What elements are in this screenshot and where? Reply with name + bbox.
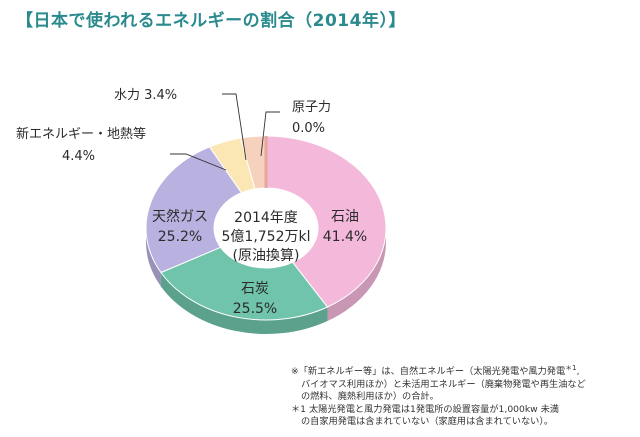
callout-line-shin bbox=[170, 153, 227, 171]
footnote-line-4: ＊1 太陽光発電と風力発電は1発電所の設置容量が1,000kw 未満 bbox=[291, 403, 559, 415]
label-suiryoku: 水力 3.4% bbox=[114, 88, 177, 103]
center-text-unit: (原油換算) bbox=[233, 248, 300, 264]
slice-coal bbox=[160, 246, 329, 321]
slice-label-oil-value: 41.4% bbox=[323, 229, 367, 245]
footnote-line-3: の燃料、廃熱利用ほか）の合計。 bbox=[301, 391, 439, 403]
donut-chart: 2014年度 5億1,752万kl (原油換算) 石油 41.4% 石炭 25.… bbox=[16, 88, 387, 334]
slice-side-oil bbox=[327, 228, 386, 322]
callout-line-genshi bbox=[260, 111, 280, 157]
callout-line-suiryoku bbox=[222, 93, 247, 161]
footnote-line-1: ※「新エネルギー等」は、自然エネルギー（太陽光発電や風力発電＊1, bbox=[291, 364, 580, 378]
slice-side-coal bbox=[160, 272, 328, 334]
center-text-total: 5億1,752万kl bbox=[222, 229, 311, 245]
slice-label-coal-name: 石炭 bbox=[241, 281, 269, 297]
footnote-line-2: バイオマス利用ほか）と未活用エネルギー（廃棄物発電や再生油など bbox=[301, 378, 586, 390]
donut-hole bbox=[214, 188, 318, 268]
slice-label-oil-name: 石油 bbox=[331, 209, 359, 225]
page-title: 【日本で使われるエネルギーの割合（2014年）】 bbox=[16, 11, 406, 31]
footnotes: ※「新エネルギー等」は、自然エネルギー（太陽光発電や風力発電＊1, バイオマス利… bbox=[291, 362, 635, 429]
slice-side-gas bbox=[146, 228, 161, 287]
footnote-superscript: ＊1 bbox=[565, 364, 577, 372]
slice-label-coal-value: 25.5% bbox=[233, 301, 277, 317]
label-shin-line1: 新エネルギー・地熱等 bbox=[16, 126, 146, 142]
slice-label-gas-name: 天然ガス bbox=[152, 208, 208, 225]
center-text-year: 2014年度 bbox=[234, 210, 298, 226]
label-genshi-line1: 原子力 bbox=[292, 100, 331, 115]
footnote-line-5: の自家用発電は含まれていない（家庭用は含まれていない）。 bbox=[301, 416, 554, 428]
label-shin-line2: 4.4% bbox=[62, 149, 95, 164]
slice-label-gas-value: 25.2% bbox=[158, 229, 202, 245]
label-genshi-line2: 0.0% bbox=[292, 121, 325, 136]
